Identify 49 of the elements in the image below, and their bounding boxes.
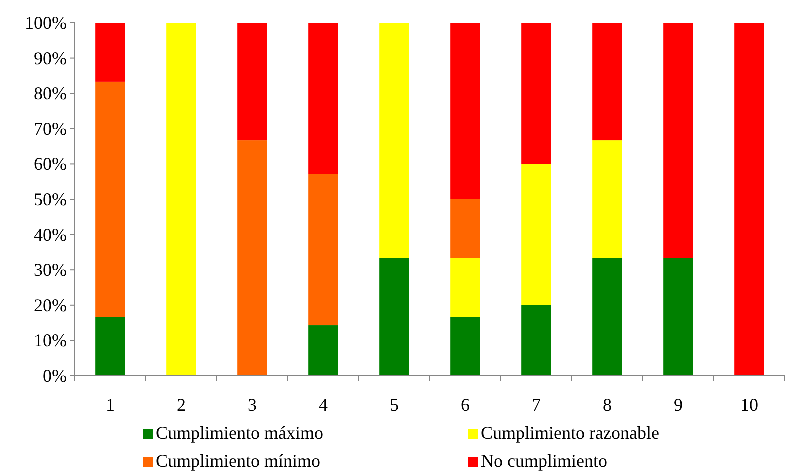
x-tick-label: 8: [603, 395, 612, 415]
x-tick-label: 6: [461, 395, 470, 415]
x-tick-label: 1: [106, 395, 115, 415]
x-tick-label: 2: [177, 395, 186, 415]
legend-label: No cumplimiento: [481, 451, 608, 471]
bar: [96, 82, 126, 318]
legend-label: Cumplimiento razonable: [481, 423, 660, 443]
bar: [96, 317, 126, 376]
y-tick-label: 80%: [34, 84, 67, 104]
bar: [238, 140, 268, 376]
x-tick-label: 10: [740, 395, 758, 415]
y-tick-label: 70%: [34, 118, 67, 139]
bar: [664, 23, 694, 258]
bar: [96, 23, 126, 82]
bar: [308, 326, 338, 376]
bar: [450, 200, 480, 258]
y-tick-label: 50%: [34, 190, 67, 210]
bar: [522, 23, 552, 164]
bar: [592, 258, 622, 376]
bar: [592, 23, 622, 141]
y-tick-label: 40%: [34, 224, 67, 245]
bar: [166, 23, 196, 376]
legend-label: Cumplimiento máximo: [156, 423, 324, 443]
x-tick-label: 4: [319, 395, 328, 415]
y-tick-label: 20%: [34, 295, 67, 316]
bar: [308, 23, 338, 174]
x-tick-label: 3: [248, 395, 257, 415]
y-tick-label: 30%: [34, 260, 67, 280]
y-tick-label: 10%: [34, 330, 67, 351]
x-tick-label: 7: [532, 395, 541, 415]
bar: [450, 23, 480, 200]
y-tick-label: 0%: [43, 366, 67, 386]
y-tick-label: 90%: [34, 48, 67, 68]
y-tick-label: 100%: [25, 13, 67, 33]
bar: [450, 258, 480, 318]
bar: [592, 140, 622, 258]
x-tick-label: 5: [390, 395, 399, 415]
bar: [380, 258, 410, 376]
bar: [308, 174, 338, 326]
bar: [522, 305, 552, 376]
legend-label: Cumplimiento mínimo: [156, 451, 321, 471]
x-tick-label: 9: [674, 395, 683, 415]
bar: [450, 317, 480, 376]
y-tick-label: 60%: [34, 154, 67, 174]
bar: [522, 164, 552, 306]
bar: [380, 23, 410, 258]
bar: [734, 23, 764, 376]
bar: [238, 23, 268, 141]
bar: [664, 258, 694, 376]
